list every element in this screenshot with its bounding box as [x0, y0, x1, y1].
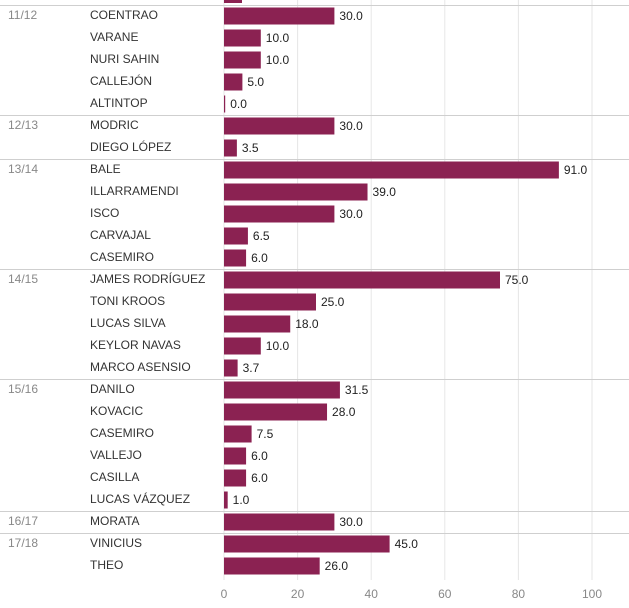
bar-value-label: 3.7 [243, 361, 260, 375]
bar-value-label: 75.0 [505, 273, 529, 287]
season-label: 16/17 [8, 514, 38, 528]
x-axis-ticks: 0 20 40 60 80 100 [221, 587, 603, 601]
bar-value-label: 26.0 [325, 559, 349, 573]
x-tick-label: 80 [512, 587, 526, 601]
bar [224, 51, 261, 69]
bar-value-label: 3.5 [242, 141, 259, 155]
player-name-label: CALLEJÓN [90, 73, 152, 88]
bar [224, 513, 335, 531]
bar-value-label: 28.0 [332, 405, 356, 419]
season-label: 13/14 [8, 162, 38, 176]
player-name-label: LUCAS SILVA [90, 316, 166, 330]
bar-value-label: 10.0 [266, 339, 290, 353]
bar-value-label: 30.0 [339, 515, 363, 529]
player-name-label: JAMES RODRÍGUEZ [90, 271, 205, 286]
player-name-label: CARVAJAL [90, 228, 151, 242]
player-name-label: KEYLOR NAVAS [90, 338, 181, 352]
bar [224, 95, 226, 113]
bar [224, 337, 261, 355]
bar-value-label: 31.5 [345, 383, 369, 397]
season-label: 17/18 [8, 536, 38, 550]
player-name-label: VINICIUS [90, 536, 142, 550]
season-separators [0, 5, 629, 534]
bar [224, 557, 320, 575]
bar [224, 447, 247, 465]
bar [224, 359, 238, 377]
bar-value-label: 7.5 [257, 427, 274, 441]
bars [224, 7, 559, 575]
bar [224, 161, 559, 179]
player-name-label: ALTINTOP [90, 96, 148, 110]
labels: 11/12 COENTRAO 30.0 VARANE 10.0 NURI SAHIN 10.… [8, 8, 588, 573]
player-name-label: VALLEJO [90, 448, 142, 462]
player-name-label: MORATA [90, 514, 140, 528]
player-name-label: VARANE [90, 30, 138, 44]
player-name-label: ISCO [90, 206, 119, 220]
bar [224, 425, 252, 443]
player-name-label: THEO [90, 558, 123, 572]
player-name-label: KOVACIC [90, 404, 143, 418]
bar-value-label: 6.0 [251, 471, 268, 485]
bar-value-label: 5.0 [247, 75, 264, 89]
bar-value-label: 18.0 [295, 317, 319, 331]
bar [224, 139, 237, 157]
bar-value-label: 30.0 [339, 207, 363, 221]
x-tick-label: 100 [582, 587, 602, 601]
bar [224, 227, 248, 245]
x-tick-label: 20 [291, 587, 305, 601]
bar-value-label: 39.0 [373, 185, 397, 199]
player-name-label: COENTRAO [90, 8, 158, 22]
bar [224, 73, 243, 91]
bar-value-label: 30.0 [339, 9, 363, 23]
bar [224, 271, 500, 289]
bar [224, 249, 247, 267]
bar [224, 469, 247, 487]
x-tick-label: 40 [365, 587, 379, 601]
player-name-label: TONI KROOS [90, 294, 165, 308]
bar-value-label: 30.0 [339, 119, 363, 133]
x-tick-label: 60 [438, 587, 452, 601]
bar-value-label: 25.0 [321, 295, 345, 309]
bar-value-label: 6.0 [251, 251, 268, 265]
season-label: 14/15 [8, 272, 38, 286]
player-name-label: CASILLA [90, 470, 139, 484]
clipped-bar-fragment [224, 0, 242, 3]
bar-value-label: 45.0 [395, 537, 419, 551]
player-name-label: MODRIC [90, 118, 139, 132]
player-name-label: ILLARRAMENDI [90, 184, 179, 198]
season-label: 12/13 [8, 118, 38, 132]
clipped-top-bar [224, 0, 242, 3]
bar [224, 293, 316, 311]
x-tick-label: 0 [221, 587, 228, 601]
bar-value-label: 10.0 [266, 31, 290, 45]
grid-lines [223, 0, 593, 580]
bar [224, 117, 335, 135]
bar [224, 315, 291, 333]
bar [224, 29, 261, 47]
player-name-label: DANILO [90, 382, 135, 396]
bar [224, 381, 340, 399]
bar [224, 535, 390, 553]
bar [224, 7, 335, 25]
bar-value-label: 1.0 [233, 493, 250, 507]
player-name-label: MARCO ASENSIO [90, 360, 191, 374]
bar-value-label: 91.0 [564, 163, 588, 177]
player-name-label: CASEMIRO [90, 426, 154, 440]
bar [224, 183, 368, 201]
bar-value-label: 6.0 [251, 449, 268, 463]
player-name-label: NURI SAHIN [90, 52, 159, 66]
bar-value-label: 6.5 [253, 229, 270, 243]
bar-value-label: 0.0 [230, 97, 247, 111]
season-label: 15/16 [8, 382, 38, 396]
bar [224, 205, 335, 223]
player-name-label: BALE [90, 162, 121, 176]
bar [224, 491, 228, 509]
bar [224, 403, 328, 421]
player-name-label: LUCAS VÁZQUEZ [90, 491, 190, 506]
player-name-label: CASEMIRO [90, 250, 154, 264]
player-name-label: DIEGO LÓPEZ [90, 139, 171, 154]
bar-value-label: 10.0 [266, 53, 290, 67]
season-label: 11/12 [8, 8, 37, 22]
